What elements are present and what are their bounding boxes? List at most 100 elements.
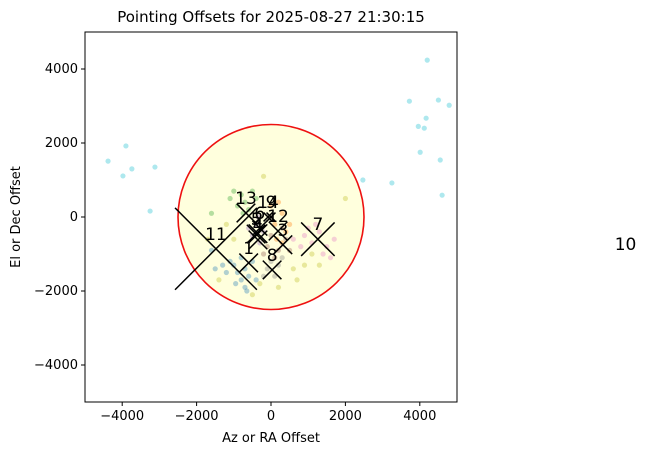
y-tick-label: −4000 xyxy=(34,358,78,373)
point xyxy=(249,292,255,298)
centroid-marker xyxy=(251,220,268,237)
y-tick-label: 2000 xyxy=(45,136,78,151)
x-tick-label: −4000 xyxy=(100,409,144,424)
centroid-label: 5 xyxy=(251,210,262,230)
point xyxy=(313,221,319,227)
centroid-label: 14 xyxy=(257,193,279,213)
centroid-label: 10 xyxy=(615,235,637,255)
centroid-marker xyxy=(248,223,268,244)
centroid-marker xyxy=(268,221,288,241)
point xyxy=(290,266,296,272)
point xyxy=(205,236,211,242)
point xyxy=(279,210,285,216)
point xyxy=(360,177,366,183)
centroid-label: 3 xyxy=(277,221,288,241)
point xyxy=(216,277,222,283)
centroid-label: 4 xyxy=(253,216,264,236)
point xyxy=(129,166,135,172)
point xyxy=(309,251,315,257)
centroid-marker xyxy=(263,212,274,222)
point xyxy=(223,269,229,276)
point xyxy=(264,266,270,272)
point xyxy=(301,232,308,239)
centroid-label: 1 xyxy=(243,239,254,259)
point xyxy=(208,210,215,216)
point xyxy=(287,221,293,227)
centroid-marker xyxy=(246,224,266,244)
point xyxy=(257,281,263,287)
x-tick-label: −2000 xyxy=(175,409,219,424)
y-tick-label: 0 xyxy=(70,210,78,225)
point xyxy=(415,123,421,129)
centroid-label: 7 xyxy=(312,215,323,235)
point xyxy=(253,195,259,202)
point xyxy=(294,277,300,283)
chart-title: Pointing Offsets for 2025-08-27 21:30:15 xyxy=(117,8,425,26)
centroid-marker xyxy=(238,253,259,273)
point xyxy=(327,255,334,261)
point xyxy=(423,115,429,121)
centroid-marker xyxy=(266,212,276,222)
point xyxy=(342,195,348,202)
point xyxy=(147,208,153,214)
point xyxy=(305,225,311,231)
point xyxy=(435,97,441,103)
point xyxy=(316,262,322,268)
point xyxy=(152,164,158,170)
point xyxy=(320,251,326,257)
point xyxy=(260,251,267,257)
centroid-marker xyxy=(262,260,282,280)
point xyxy=(279,255,285,261)
point xyxy=(316,229,322,235)
centroid-label: 12 xyxy=(267,207,289,227)
x-tick-label: 4000 xyxy=(403,409,436,424)
centroid-label: 9 xyxy=(266,193,277,213)
centroid-label: 11 xyxy=(205,225,227,245)
centroid-marker xyxy=(236,203,256,223)
centroid-label: 2 xyxy=(253,210,264,230)
x-axis-label: Az or RA Offset xyxy=(222,431,320,446)
point xyxy=(244,288,250,294)
point xyxy=(389,180,395,186)
point xyxy=(283,229,289,235)
point xyxy=(234,203,241,209)
point xyxy=(212,266,218,272)
point xyxy=(272,273,278,279)
y-axis-label: El or Dec Offset xyxy=(9,166,24,268)
point xyxy=(272,255,278,261)
point xyxy=(324,244,330,250)
point xyxy=(233,281,239,287)
centroid-marker xyxy=(174,207,258,291)
point xyxy=(120,173,126,179)
point xyxy=(242,199,248,205)
point xyxy=(287,247,293,253)
y-tick-label: −2000 xyxy=(34,284,78,299)
point xyxy=(246,225,252,231)
point xyxy=(406,98,412,104)
point xyxy=(227,195,233,202)
point xyxy=(268,203,274,209)
centroid-marker xyxy=(300,221,336,257)
point xyxy=(417,149,423,155)
point xyxy=(331,236,337,242)
point xyxy=(260,173,267,179)
centroid-label: 6 xyxy=(254,204,265,224)
point xyxy=(249,188,255,194)
point xyxy=(290,236,296,242)
point xyxy=(268,258,274,264)
point xyxy=(255,214,261,220)
point xyxy=(446,102,452,108)
centroid-marker xyxy=(273,234,293,255)
centroid-marker xyxy=(248,230,268,250)
point xyxy=(421,125,427,131)
point xyxy=(437,157,443,163)
point xyxy=(238,277,244,283)
point xyxy=(275,199,282,205)
point xyxy=(257,240,263,246)
y-tick-label: 4000 xyxy=(45,62,78,77)
point xyxy=(223,221,229,227)
centroid-label: 8 xyxy=(267,246,278,266)
point xyxy=(439,192,445,198)
point xyxy=(298,244,304,250)
